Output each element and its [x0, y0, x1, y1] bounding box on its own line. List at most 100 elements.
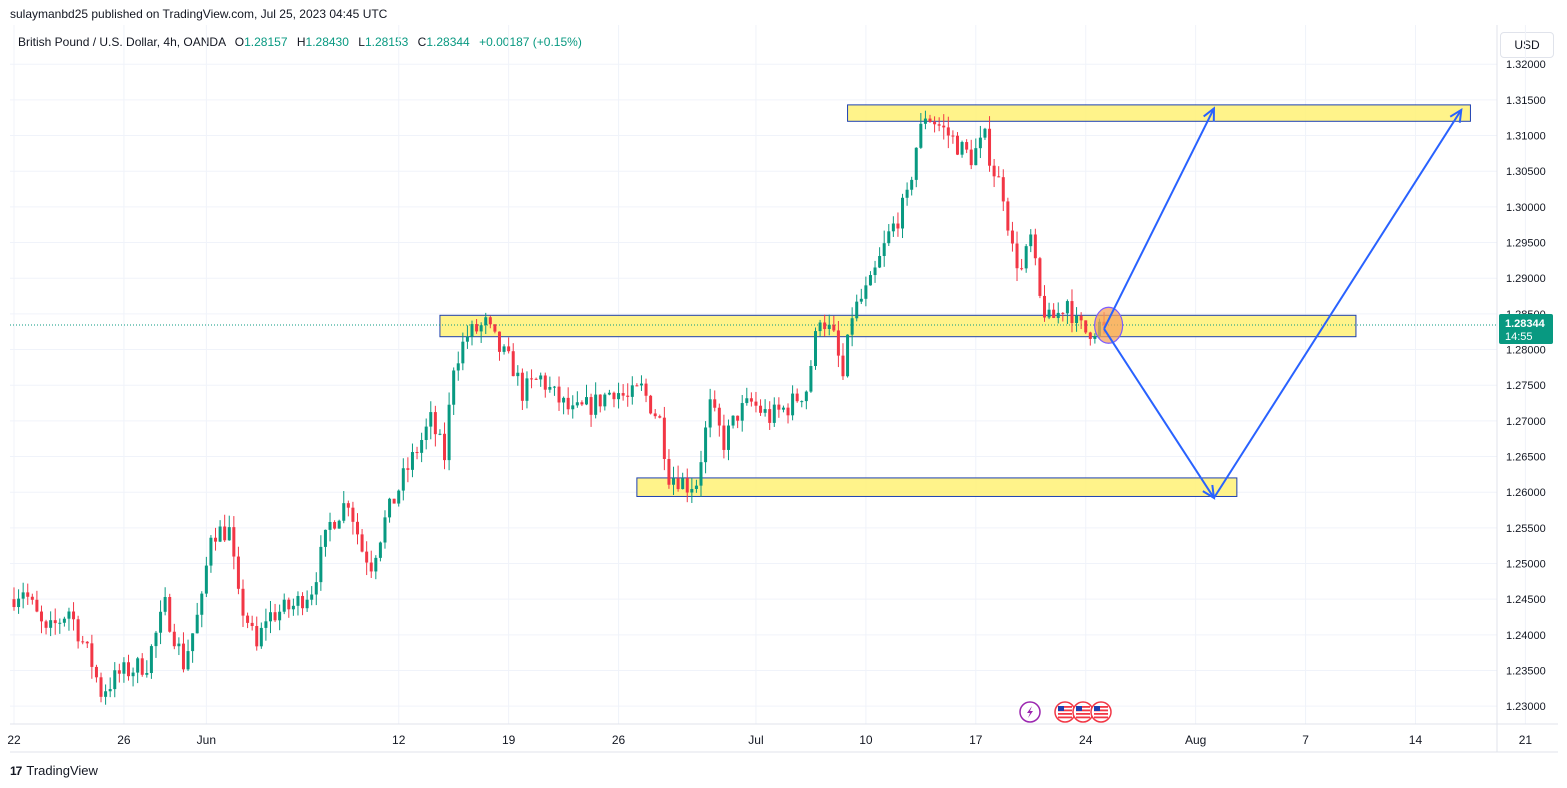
- price-tick-label: 1.25500: [1506, 523, 1546, 535]
- candle-body: [795, 393, 799, 402]
- candle-body: [159, 611, 163, 633]
- candle-body: [351, 507, 355, 522]
- candle-body: [122, 662, 126, 674]
- candle-body: [685, 478, 689, 493]
- candle-body: [667, 458, 671, 485]
- candle-body: [571, 405, 575, 410]
- candle-body: [708, 399, 712, 428]
- candle-body: [58, 622, 62, 624]
- candle-body: [717, 407, 721, 426]
- symbol-title: British Pound / U.S. Dollar, 4h, OANDA: [18, 35, 226, 49]
- zone-upper-resistance: [847, 104, 1471, 122]
- price-tick-label: 1.27000: [1506, 416, 1546, 428]
- candle-body: [296, 595, 300, 606]
- projection-arrow-line: [1103, 108, 1215, 330]
- candle-body: [17, 598, 21, 608]
- candle-body: [704, 427, 708, 463]
- candle-body: [891, 223, 895, 232]
- candle-body: [846, 334, 850, 377]
- candle-body: [626, 395, 630, 397]
- candle-body: [818, 322, 822, 332]
- time-tick-label: 26: [117, 733, 131, 747]
- price-tick-label: 1.25000: [1506, 559, 1546, 571]
- price-tick-label: 1.26500: [1506, 452, 1546, 464]
- candle-body: [855, 301, 859, 319]
- candle-body: [1006, 201, 1010, 231]
- flag-canton: [1076, 706, 1082, 711]
- candle-body: [859, 298, 863, 302]
- candle-body: [548, 386, 552, 390]
- candle-body: [67, 611, 71, 619]
- candle-body: [191, 633, 195, 652]
- candle-body: [186, 651, 190, 670]
- candle-body: [26, 592, 30, 597]
- candle-body: [502, 346, 506, 352]
- flag-stripe: [1076, 716, 1090, 719]
- candle-body: [35, 599, 39, 612]
- candle-body: [90, 643, 94, 667]
- candle-body: [603, 394, 607, 407]
- candle-body: [108, 689, 112, 692]
- candle-body: [1047, 309, 1051, 318]
- candle-body: [1043, 295, 1046, 318]
- candle-body: [333, 521, 337, 529]
- candle-body: [589, 397, 593, 415]
- candle-body: [127, 662, 130, 677]
- candle-body: [406, 468, 410, 470]
- flag-stripe: [1094, 709, 1108, 712]
- candle-body: [543, 375, 547, 390]
- candle-body: [44, 621, 48, 628]
- flag-stripe: [1076, 709, 1090, 712]
- candle-body: [978, 137, 982, 149]
- candle-body: [342, 503, 346, 521]
- candle-body: [955, 135, 959, 155]
- candle-body: [649, 395, 653, 414]
- time-tick-label: 10: [859, 733, 873, 747]
- price-tick-label: 1.29000: [1506, 273, 1546, 285]
- candle-body: [617, 393, 621, 400]
- candle-body: [713, 399, 717, 408]
- candle-body: [291, 605, 295, 610]
- candle-body: [639, 383, 643, 386]
- candle-body: [145, 673, 149, 675]
- candle-body: [823, 322, 827, 330]
- candle-body: [117, 670, 121, 674]
- candle-body: [49, 620, 53, 628]
- candle-body: [566, 397, 570, 410]
- candle-body: [690, 488, 694, 493]
- flag-stripe: [1094, 713, 1108, 715]
- candle-body: [21, 592, 25, 599]
- price-tick-label: 1.30000: [1506, 202, 1546, 214]
- lightning-glyph: [1027, 706, 1033, 718]
- candle-body: [736, 415, 740, 421]
- candle-body: [365, 551, 369, 563]
- candle-body: [76, 619, 80, 642]
- candle-body: [378, 542, 382, 558]
- candle-body: [1038, 258, 1042, 296]
- symbol-legend: British Pound / U.S. Dollar, 4h, OANDA O…: [18, 35, 582, 49]
- axes-layer: 1.32000 1.31500 1.31000 1.30500 1.30000 1.295…: [7, 25, 1558, 753]
- candle-body: [94, 666, 98, 678]
- candle-body: [346, 503, 350, 508]
- candle-body: [722, 425, 726, 450]
- candle-body: [314, 582, 318, 595]
- candle-body: [585, 397, 588, 405]
- candle-body: [745, 398, 749, 404]
- candle-body: [520, 372, 524, 401]
- candle-body: [621, 393, 625, 396]
- tradingview-logo[interactable]: 17 TradingView: [10, 763, 98, 778]
- candle-body: [465, 336, 469, 342]
- candle-body: [470, 324, 474, 337]
- candle-body: [392, 498, 396, 504]
- candle-body: [781, 407, 785, 410]
- candle-body: [168, 597, 172, 632]
- price-tick-label: 1.32000: [1506, 59, 1546, 71]
- us-flag-event-icon: [1054, 701, 1076, 723]
- candle-body: [1056, 312, 1060, 318]
- candle-body: [475, 324, 479, 332]
- candle-body: [232, 527, 236, 557]
- currency-button[interactable]: USD: [1500, 32, 1554, 58]
- candle-body: [12, 599, 16, 608]
- candle-body: [163, 597, 167, 612]
